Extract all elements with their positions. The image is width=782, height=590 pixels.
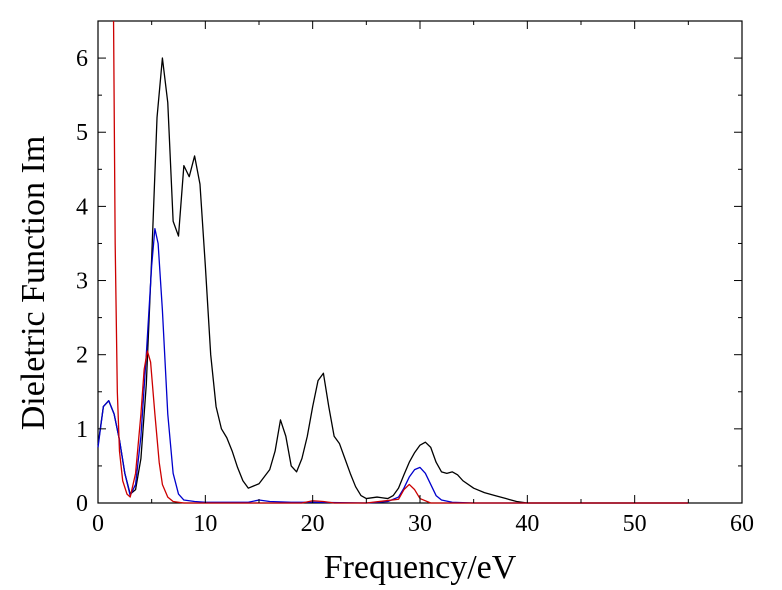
plot-border (97, 20, 743, 504)
x-tick-label: 0 (92, 511, 104, 537)
series-line-3 (112, 20, 689, 504)
y-tick-label: 3 (76, 269, 88, 295)
x-axis-title: Frequency/eV (324, 549, 517, 586)
plot-frame (97, 20, 743, 504)
y-tick-label: 4 (76, 194, 88, 220)
x-tick-label: 30 (408, 511, 432, 537)
y-tick-label: 2 (76, 343, 88, 369)
x-tick-label: 20 (301, 511, 325, 537)
y-tick-label: 0 (76, 491, 88, 517)
y-tick-label: 6 (76, 46, 88, 72)
y-tick-label: 5 (76, 120, 88, 146)
x-tick-label: 50 (623, 511, 647, 537)
ticks-layer: 0 10 20 30 40 50 60 0 1 2 3 4 5 6 (76, 21, 754, 537)
series-layer (97, 20, 689, 504)
y-axis-title: Dieletric Function Im (15, 136, 52, 431)
series-line-2 (97, 227, 689, 504)
x-tick-label: 60 (730, 511, 754, 537)
y-tick-label: 1 (76, 417, 88, 443)
x-tick-label: 40 (515, 511, 539, 537)
x-tick-label: 10 (193, 511, 217, 537)
series-line-1 (97, 57, 689, 504)
